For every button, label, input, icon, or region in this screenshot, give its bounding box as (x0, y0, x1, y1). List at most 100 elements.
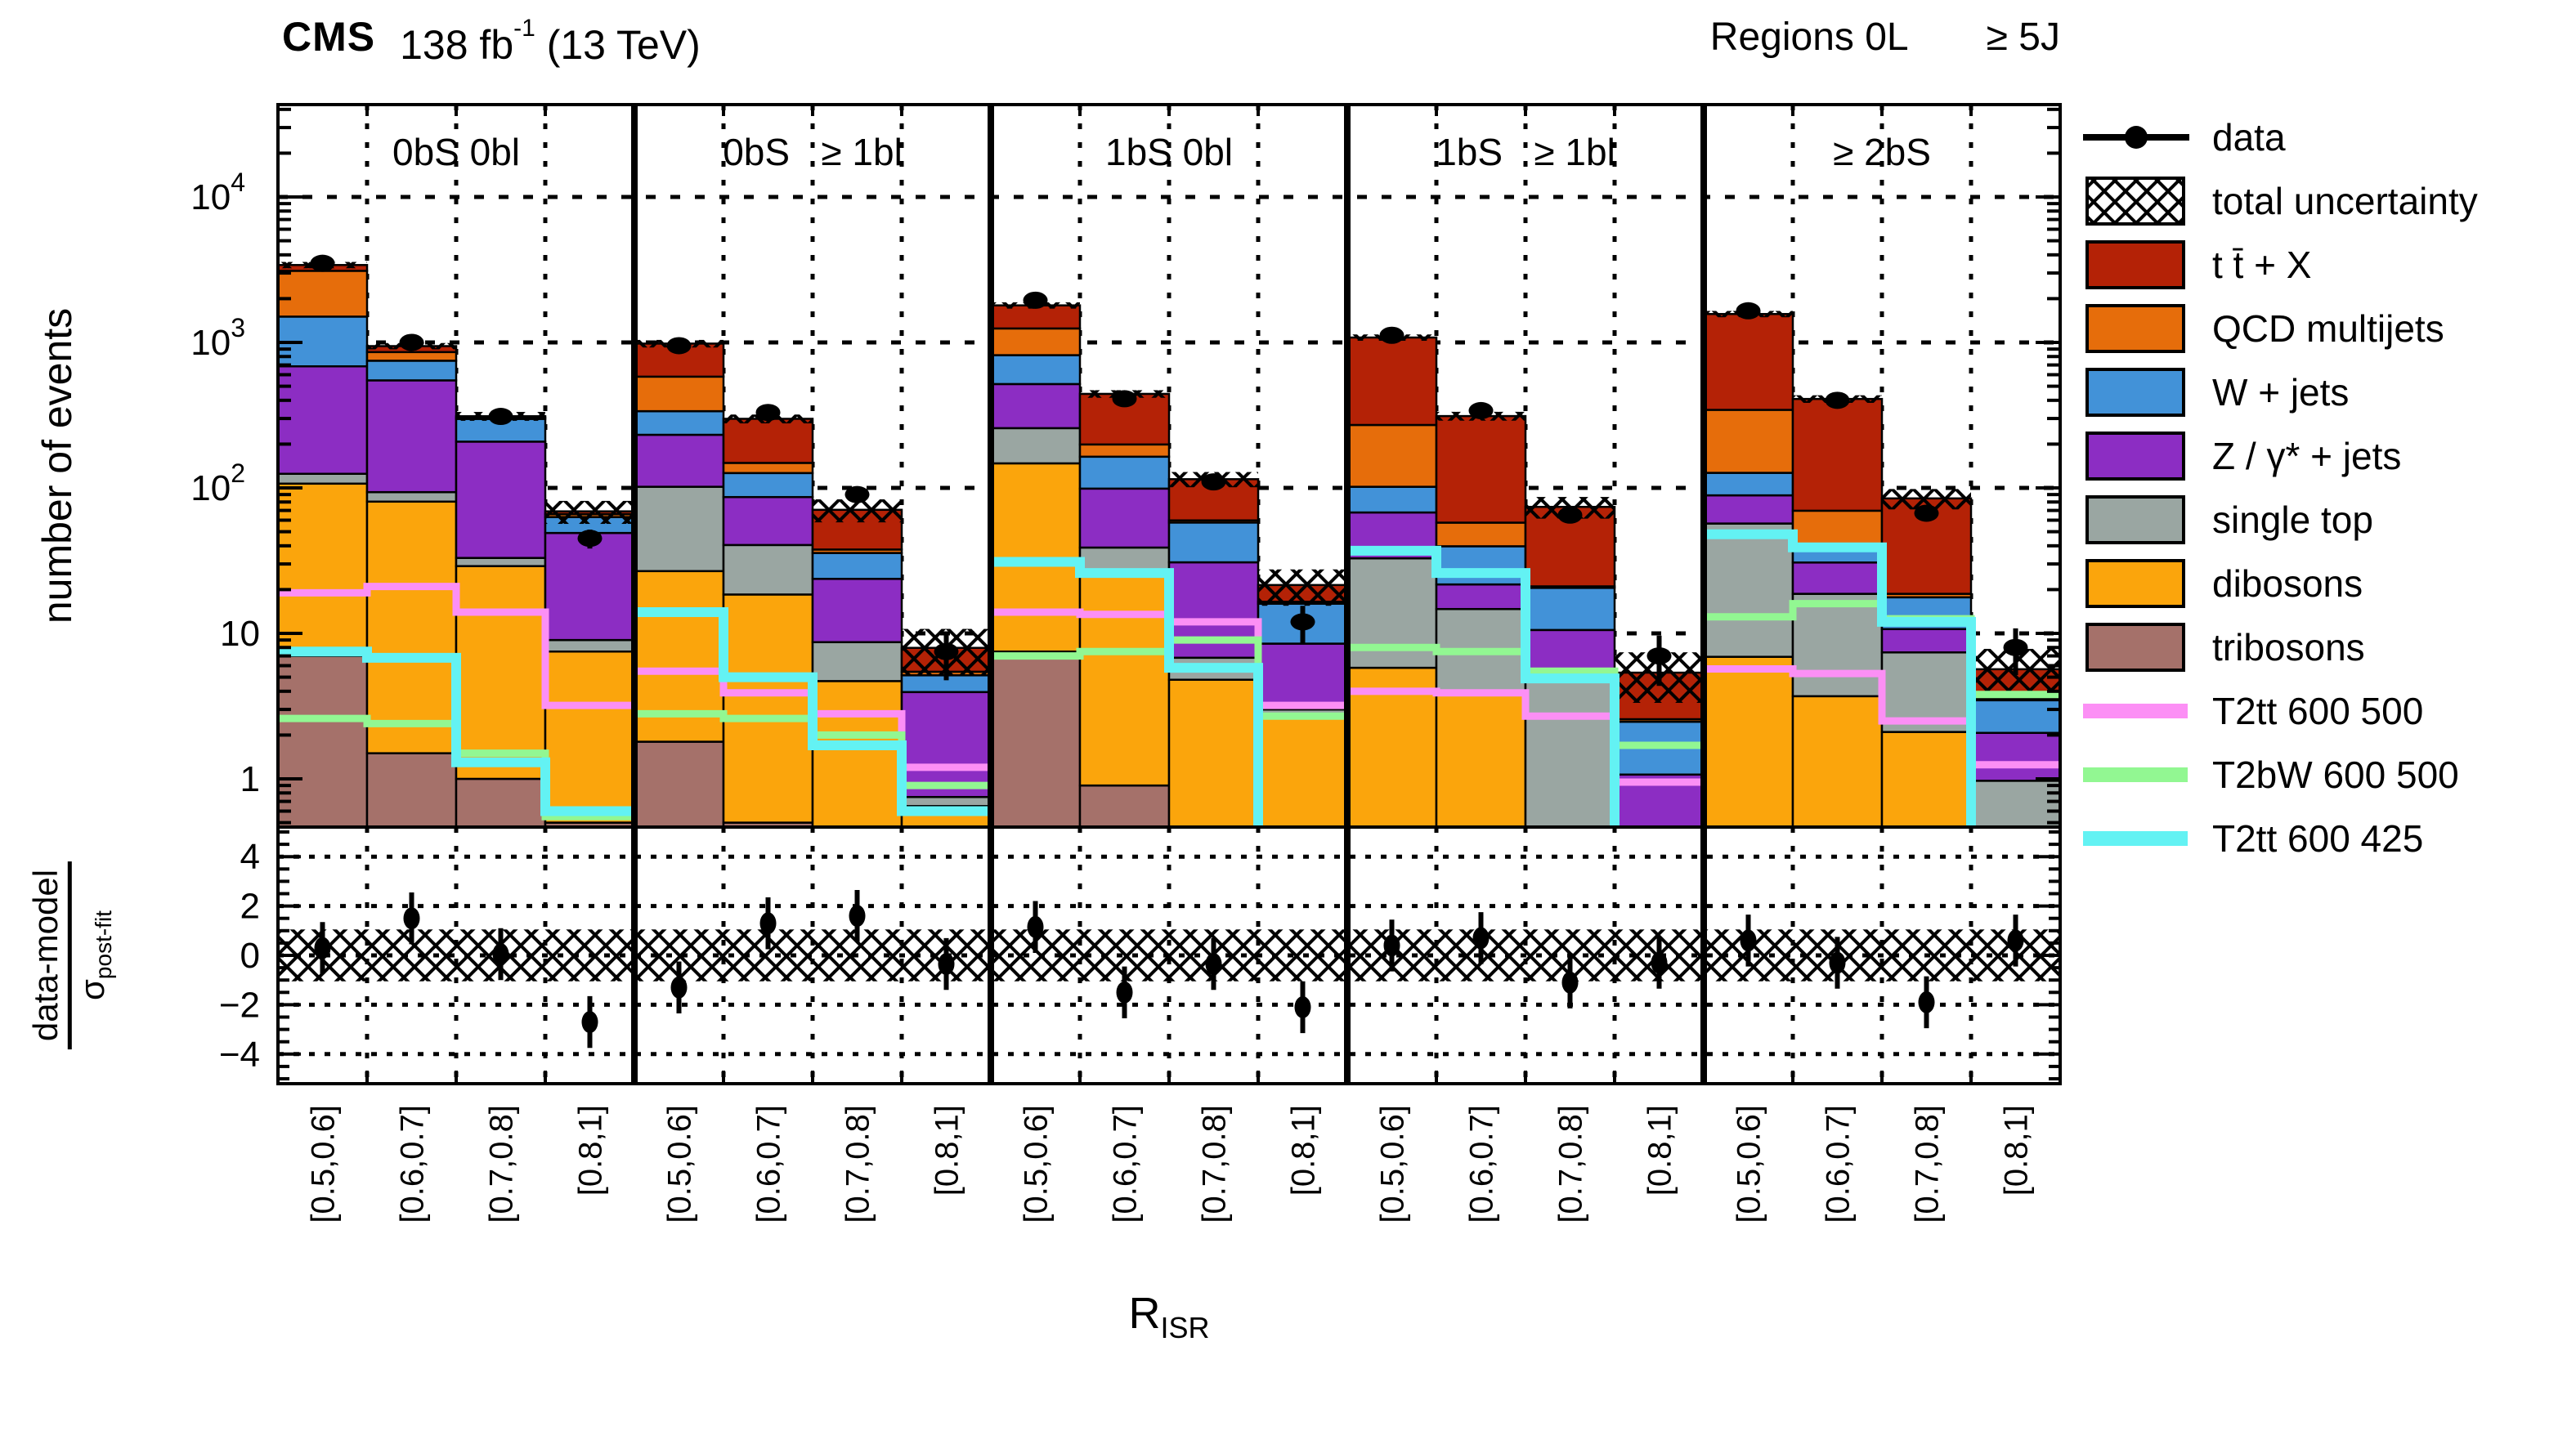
legend-item: W + jets (2085, 368, 2349, 417)
legend-swatch-box (2085, 304, 2185, 353)
legend-item: T2tt 600 425 (2083, 817, 2423, 860)
bar-dibosons (544, 650, 636, 824)
bar-qcd (1078, 443, 1171, 458)
data-point (577, 530, 603, 548)
bar-single_top (1969, 780, 2060, 827)
ratio-point (1027, 915, 1044, 938)
ratio-point (492, 942, 509, 965)
bar-tribosons (989, 650, 1082, 827)
legend-label: T2tt 600 425 (2212, 817, 2423, 860)
bar-zgamma (989, 382, 1082, 430)
data-point (310, 254, 335, 272)
x-bin-label: [0.5,0.6] (306, 1105, 342, 1223)
x-bin-label: [0.8,1] (573, 1105, 609, 1196)
x-bin-label: [0.5,0.6] (1375, 1105, 1411, 1223)
bar-zgamma (365, 379, 458, 494)
x-bin-label: [0.7,0.8] (840, 1105, 876, 1223)
x-bin-label: [0.7,0.8] (484, 1105, 520, 1223)
bar-single_top (1346, 557, 1438, 669)
legend-item: t t̄ + X (2085, 240, 2311, 289)
uncertainty-band (813, 499, 902, 523)
bar-single_top (1078, 546, 1171, 572)
x-bin-label: [0.6,0.7] (1821, 1105, 1857, 1223)
ratio-point (581, 1011, 598, 1034)
legend-item: dibosons (2085, 559, 2363, 608)
bar-tribosons (365, 752, 458, 827)
bar-dibosons (811, 680, 903, 827)
data-point (755, 404, 781, 422)
bar-ttx (1346, 336, 1438, 427)
bar-dibosons (1791, 695, 1884, 827)
ratio-point (1294, 995, 1311, 1018)
bar-single_top (365, 490, 458, 503)
legend-item: tribosons (2085, 623, 2365, 672)
legend-label: data (2212, 116, 2286, 159)
plot-header-right: Regions 0L ≥ 5J (1710, 18, 2060, 57)
ratio-y-tick-label: −2 (219, 985, 260, 1025)
data-point (1379, 326, 1404, 344)
bar-qcd (278, 270, 369, 318)
legend-label: t t̄ + X (2212, 244, 2311, 286)
regions-label: Regions 0L (1709, 16, 1909, 59)
legend-data-marker (2125, 126, 2148, 149)
bar-wjets (633, 409, 725, 436)
legend-swatch-line (2083, 767, 2188, 782)
bar-tribosons (1078, 784, 1171, 827)
ratio-point (1829, 951, 1846, 974)
signal-line-t2tt_600_425 (1704, 529, 1976, 827)
bar-tribosons (278, 655, 369, 827)
region-label: ≥ 2bS (1833, 131, 1931, 173)
x-bin-label: [0.5,0.6] (662, 1105, 698, 1223)
bar-dibosons (365, 500, 458, 754)
bar-qcd (989, 327, 1082, 356)
ratio-point (1116, 981, 1133, 1004)
data-point (1468, 401, 1494, 419)
main-plot-area (278, 254, 2060, 827)
signal-line-t2tt_600_425 (634, 606, 991, 816)
bar-single_top (633, 485, 725, 573)
data-point (934, 642, 959, 660)
bar-tribosons (633, 740, 725, 827)
axes: 1 10 102 103 104 4 2 0 −2 −4 [0.5,0.6] [0.6,0.7] [0.… (190, 103, 2062, 1223)
bar-dibosons (1257, 717, 1349, 827)
ratio-point (403, 907, 420, 930)
data-point (1736, 302, 1761, 320)
bar-zgamma (278, 364, 369, 475)
x-bin-label: [0.5,0.6] (1732, 1105, 1767, 1223)
legend-swatch-box (2085, 432, 2185, 481)
bar-zgamma (1880, 628, 1973, 654)
uncertainty-band (1258, 569, 1347, 606)
legend-item: total uncertainty (2085, 177, 2478, 226)
x-bin-label: [0.8,1] (1999, 1105, 2035, 1196)
bar-zgamma (1257, 642, 1349, 711)
signal-line-t2tt_600_425 (991, 557, 1263, 827)
bar-zgamma (455, 441, 547, 559)
bar-tribosons (455, 777, 547, 827)
bar-dibosons (1880, 731, 1973, 827)
x-bin-label: [0.7,0.8] (1197, 1105, 1233, 1223)
bar-wjets (1524, 587, 1616, 632)
bar-dibosons (1078, 570, 1171, 787)
data-point (1825, 391, 1850, 409)
x-bin-label: [0.6,0.7] (1464, 1105, 1500, 1223)
region-label: 1bS ≥ 1bl (1436, 131, 1615, 173)
legend-swatch-box (2085, 559, 2185, 608)
experiment-label: CMS (282, 14, 376, 60)
ratio-point (1651, 951, 1668, 974)
plot-header-left: CMS 138 fb-1 (13 TeV) (282, 14, 701, 68)
bar-qcd (1346, 423, 1438, 488)
data-point (1023, 291, 1048, 309)
bar-wjets (1167, 521, 1260, 564)
bar-dibosons (1702, 655, 1794, 827)
bar-zgamma (1435, 583, 1527, 610)
ratio-point (759, 912, 777, 935)
x-bin-label: [0.6,0.7] (395, 1105, 431, 1223)
legend-item: T2bW 600 500 (2083, 754, 2459, 796)
x-bin-label: [0.8,1] (930, 1105, 965, 1196)
signal-line-t2tt_600_500 (278, 583, 634, 709)
jets-label: ≥ 5J (1986, 16, 2060, 59)
bar-zgamma (722, 495, 814, 547)
bar-zgamma (1969, 731, 2060, 782)
lumi-energy-label: 138 fb-1 (13 TeV) (400, 15, 701, 68)
